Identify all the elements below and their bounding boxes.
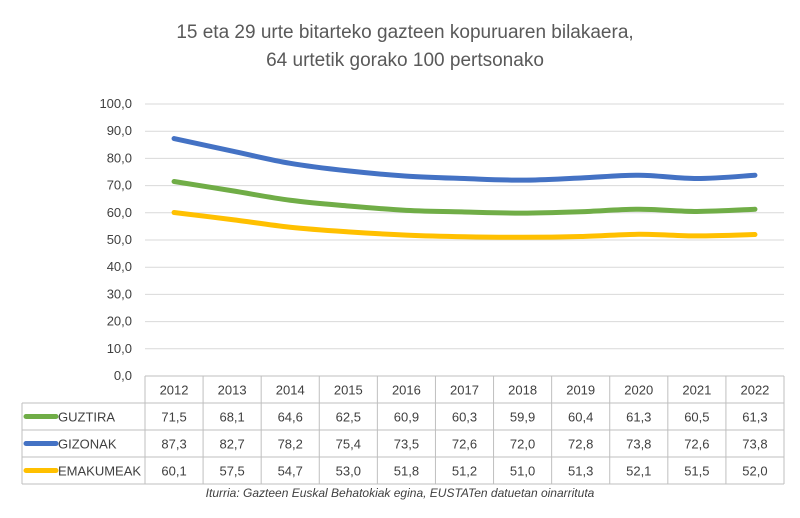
table-cell: 60,3	[452, 410, 477, 425]
table-cell: 73,8	[626, 437, 651, 452]
y-tick-label: 0,0	[114, 368, 132, 383]
table-cell: 72,8	[568, 437, 593, 452]
y-tick-label: 80,0	[107, 150, 132, 165]
y-tick-label: 40,0	[107, 259, 132, 274]
table-cell: 78,2	[278, 437, 303, 452]
table-cell: 75,4	[336, 437, 361, 452]
table-cell: 61,3	[626, 410, 651, 425]
x-tick-label: 2021	[682, 383, 711, 398]
table-cell: 53,0	[336, 464, 361, 479]
series-line-gizonak	[171, 136, 758, 183]
y-tick-label: 90,0	[107, 123, 132, 138]
source-note: Iturria: Gazteen Euskal Behatokiak egina…	[206, 486, 595, 500]
y-tick-label: 70,0	[107, 178, 132, 193]
table-cell: 87,3	[161, 437, 186, 452]
table-cell: 71,5	[161, 410, 186, 425]
y-tick-label: 60,0	[107, 205, 132, 220]
grid	[145, 103, 784, 350]
table-cell: 60,4	[568, 410, 593, 425]
table-cell: 62,5	[336, 410, 361, 425]
table-cell: 73,8	[742, 437, 767, 452]
table-cell: 51,3	[568, 464, 593, 479]
y-tick-label: 10,0	[107, 341, 132, 356]
table-cell: 68,1	[219, 410, 244, 425]
table-cell: 72,6	[684, 437, 709, 452]
y-tick-label: 20,0	[107, 314, 132, 329]
table-cell: 52,1	[626, 464, 651, 479]
table-cell: 57,5	[219, 464, 244, 479]
table-cell: 51,5	[684, 464, 709, 479]
x-tick-label: 2013	[218, 383, 247, 398]
chart-subtitle: 64 urtetik gorako 100 pertsonako	[266, 50, 544, 71]
x-tick-label: 2022	[740, 383, 769, 398]
legend-label-guztira: GUZTIRA	[58, 410, 115, 425]
x-tick-label: 2012	[160, 383, 189, 398]
table-cell: 64,6	[278, 410, 303, 425]
table-cell: 73,5	[394, 437, 419, 452]
y-axis: 0,0 10,0 20,0 30,0 40,0 50,0 60,0 70,0 80,0 90,0 1…	[99, 96, 132, 383]
table-cell: 60,9	[394, 410, 419, 425]
table-cell: 72,6	[452, 437, 477, 452]
table-cell: 54,7	[278, 464, 303, 479]
table-cell: 51,2	[452, 464, 477, 479]
table-cell: 82,7	[219, 437, 244, 452]
table-cell: 59,9	[510, 410, 535, 425]
y-tick-label: 30,0	[107, 286, 132, 301]
table-cell: 61,3	[742, 410, 767, 425]
x-tick-label: 2020	[624, 383, 653, 398]
table-cell: 60,1	[161, 464, 186, 479]
x-tick-label: 2015	[334, 383, 363, 398]
x-tick-label: 2018	[508, 383, 537, 398]
y-tick-label: 100,0	[99, 96, 132, 111]
x-tick-label: 2016	[392, 383, 421, 398]
y-tick-label: 50,0	[107, 232, 132, 247]
legend-label-emakumeak: EMAKUMEAK	[58, 464, 141, 479]
chart-title: 15 eta 29 urte bitarteko gazteen kopurua…	[176, 22, 633, 43]
series-line-guztira	[171, 179, 758, 216]
data-table: 2012 2013 2014 2015 2016 2017 2018 2019 2020 2021…	[21, 375, 785, 485]
plot-area	[171, 136, 758, 240]
legend-label-gizonak: GIZONAK	[58, 437, 117, 452]
x-tick-label: 2014	[276, 383, 305, 398]
table-cell: 52,0	[742, 464, 767, 479]
table-cell: 72,0	[510, 437, 535, 452]
table-cell: 60,5	[684, 410, 709, 425]
x-tick-label: 2019	[566, 383, 595, 398]
x-tick-label: 2017	[450, 383, 479, 398]
table-cell: 51,0	[510, 464, 535, 479]
series-line-emakumeak	[171, 210, 758, 240]
table-cell: 51,8	[394, 464, 419, 479]
